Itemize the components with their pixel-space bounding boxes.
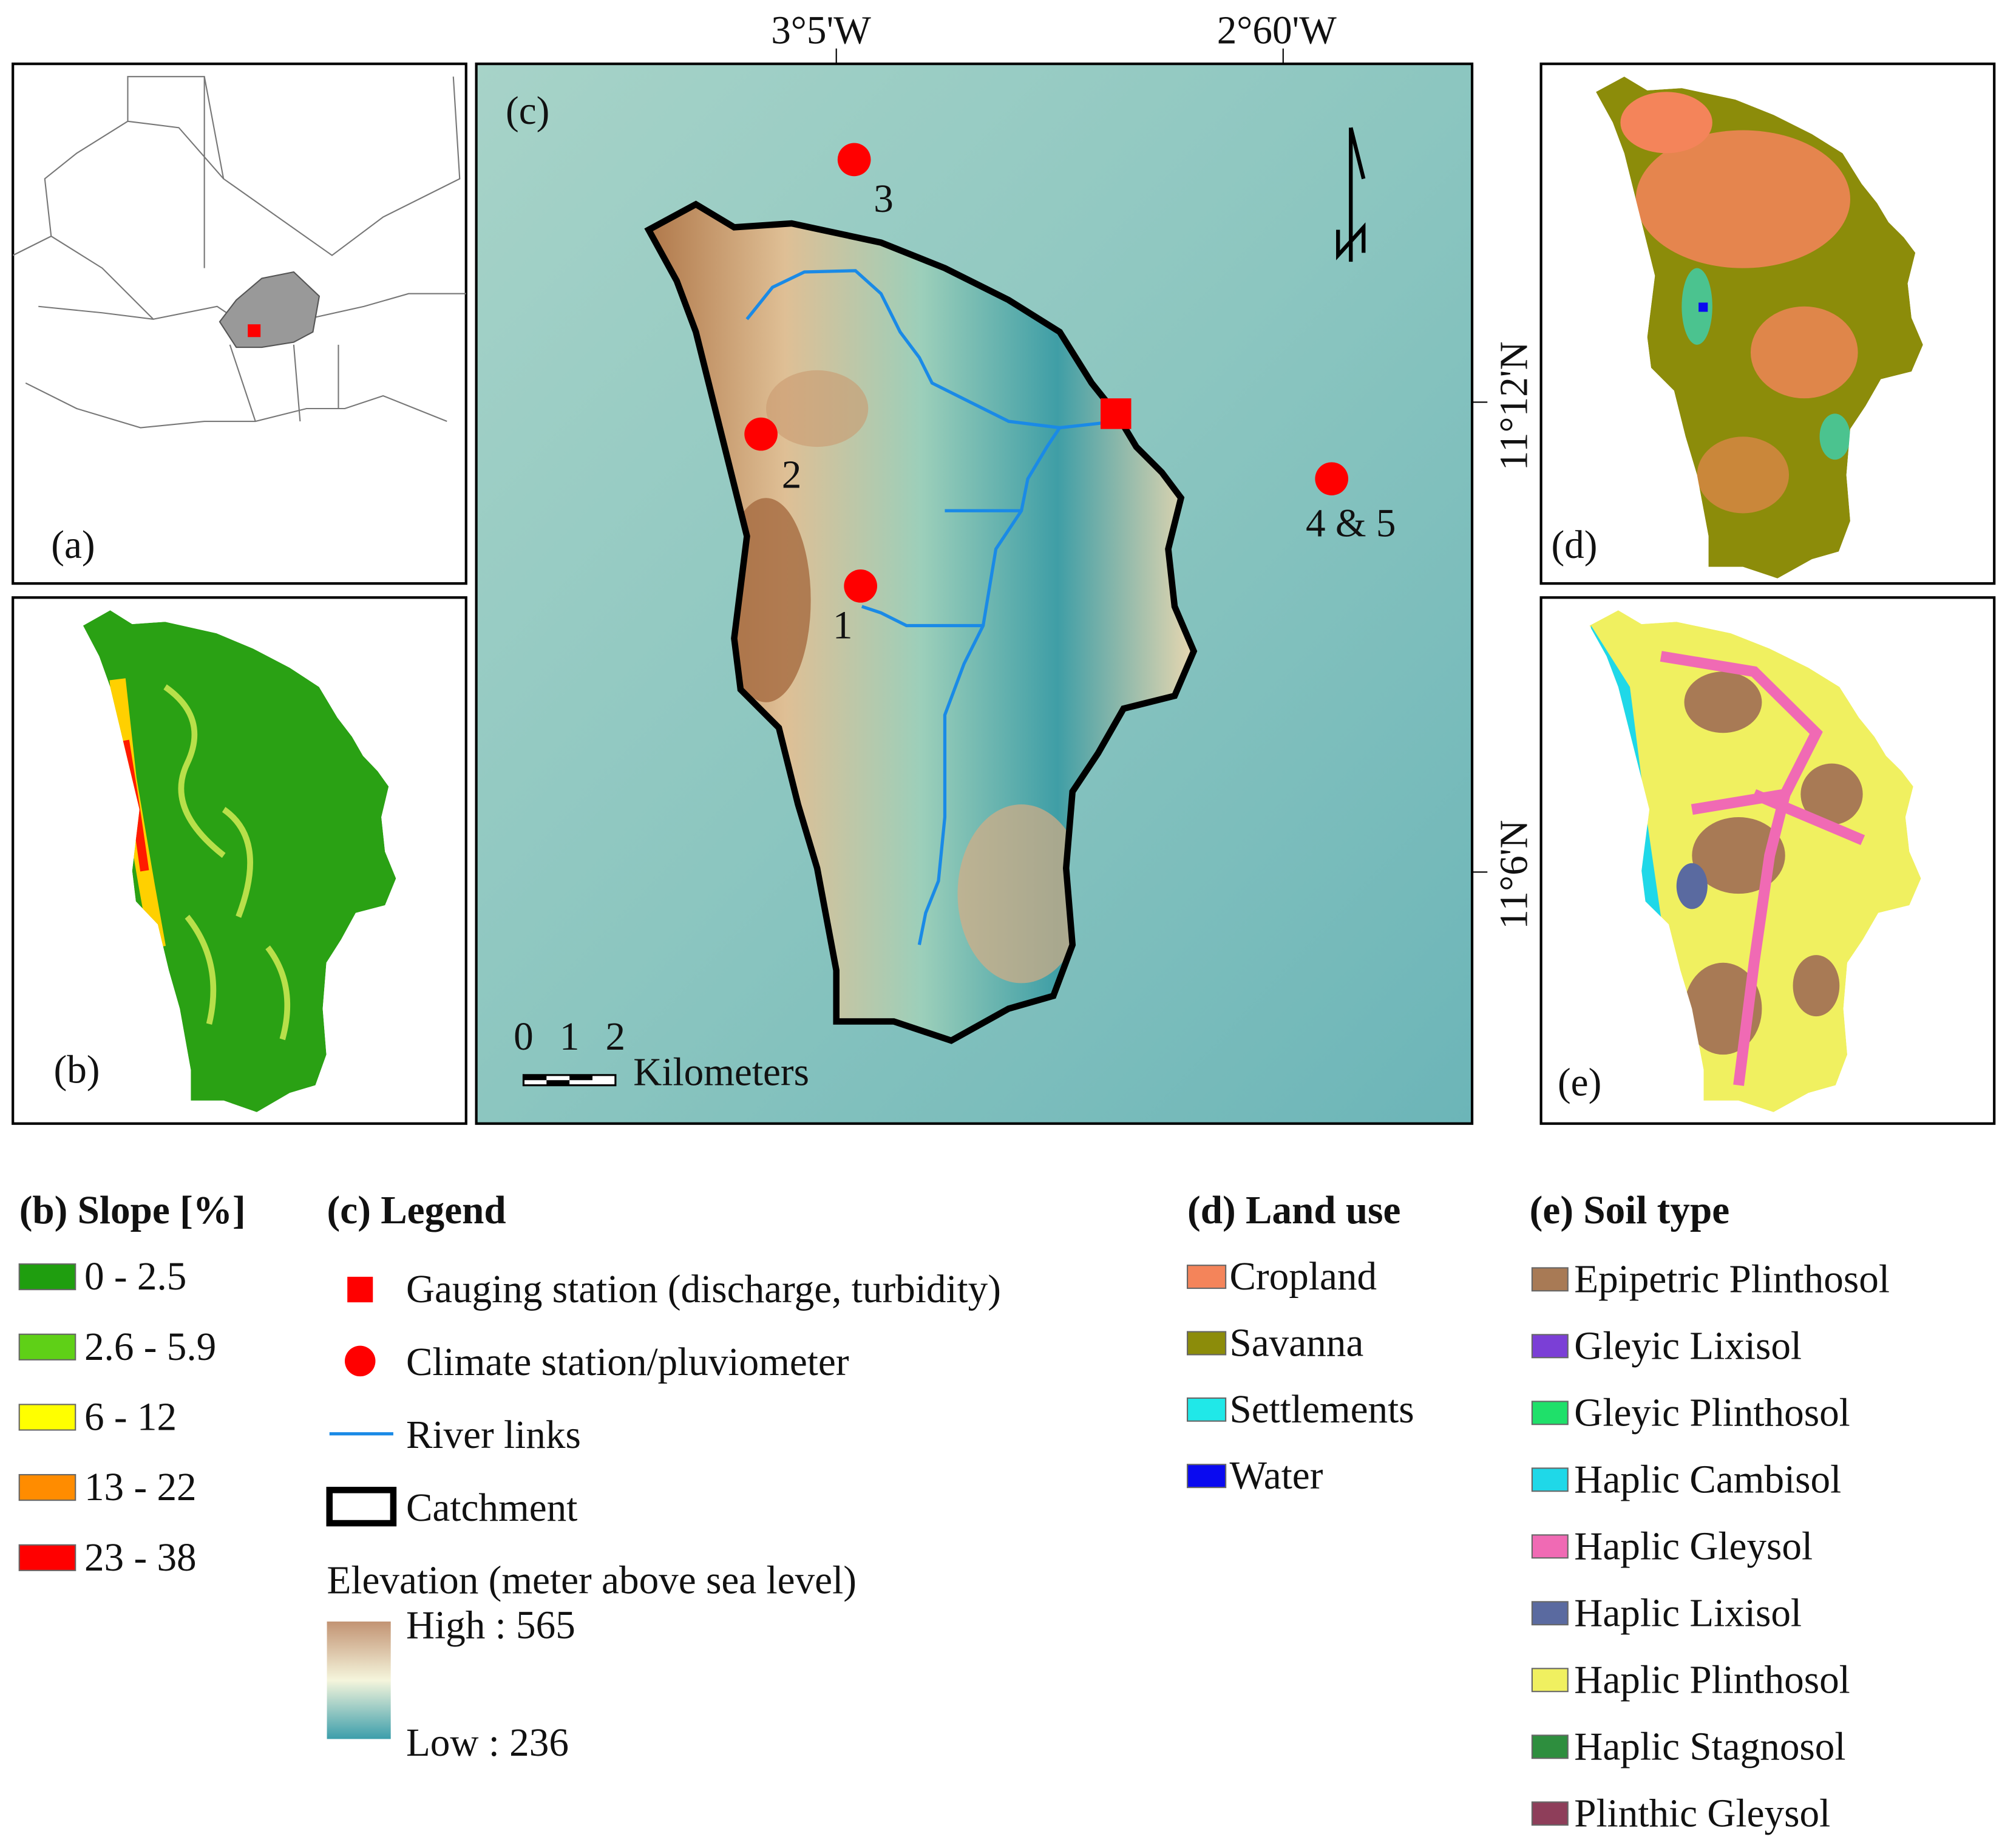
legend-title: (b) Slope [%] — [19, 1189, 246, 1232]
legend-label: Gleyic Lixisol — [1574, 1324, 1802, 1368]
legend-swatch — [1187, 1464, 1227, 1489]
legend-label: Water — [1229, 1454, 1323, 1498]
legend-swatch — [1531, 1467, 1569, 1492]
burkina-faso — [219, 271, 321, 348]
legend-label: Epipetric Plinthosol — [1574, 1257, 1890, 1301]
elevation-map: 1 2 3 4 & 5 0 1 2 Kilometers — [514, 127, 1396, 1095]
legend-label: Plinthic Gleysol — [1574, 1792, 1830, 1835]
legend-label: Climate station/pluviometer — [406, 1340, 849, 1384]
legend-swatch — [18, 1263, 76, 1291]
north-arrow — [1336, 127, 1366, 262]
legend-swatch — [1531, 1734, 1569, 1759]
legend-swatch — [1531, 1668, 1569, 1693]
legend-swatch — [18, 1474, 76, 1501]
legend-swatch — [18, 1544, 76, 1571]
elevation-ramp — [327, 1621, 391, 1739]
legend-label: River links — [406, 1413, 581, 1457]
panel-label: (a) — [51, 523, 95, 567]
legend-title: (d) Land use — [1187, 1189, 1400, 1232]
landuse-map — [1596, 76, 1923, 579]
panel-label: (e) — [1558, 1061, 1601, 1104]
legend-label: Savanna — [1229, 1322, 1363, 1365]
legend-label: Cropland — [1229, 1255, 1377, 1299]
legend-swatch — [1531, 1601, 1569, 1626]
scale-unit: Kilometers — [633, 1051, 809, 1095]
legend-label: Haplic Lixisol — [1574, 1591, 1802, 1635]
study-area — [248, 324, 261, 338]
elevation-high: High : 565 — [406, 1603, 575, 1647]
legend-swatch — [1187, 1397, 1227, 1422]
legend-label: 2.6 - 5.9 — [84, 1325, 216, 1369]
legend-swatch — [1187, 1265, 1227, 1289]
legend-label: Catchment — [406, 1486, 577, 1530]
legend-label: 23 - 38 — [84, 1536, 197, 1580]
scale-tick: 2 — [606, 1015, 626, 1059]
lon-label: 2°60'W — [1217, 9, 1337, 53]
lat-label: 11°6'N — [1492, 820, 1536, 929]
legend-symbol — [347, 1277, 373, 1303]
legend-symbol — [344, 1345, 376, 1377]
station-label: 2 — [782, 453, 802, 497]
legend-label: 0 - 2.5 — [84, 1255, 186, 1299]
legend-label: Haplic Plinthosol — [1574, 1658, 1850, 1702]
legends: 0 - 2.5 2.6 - 5.9 6 - 12 13 - 22 23 - 38 Crop… — [18, 1255, 1890, 1835]
panel-label: (b) — [53, 1048, 100, 1092]
legend-label: Gauging station (discharge, turbidity) — [406, 1268, 1001, 1311]
station-1 — [844, 569, 877, 603]
scale-bar: 0 1 2 Kilometers — [514, 1015, 809, 1095]
legend-label: Haplic Stagnosol — [1574, 1725, 1845, 1768]
legend-label: 13 - 22 — [84, 1466, 197, 1509]
legend-title: (c) Legend — [327, 1189, 506, 1232]
legend-title: (e) Soil type — [1530, 1189, 1730, 1232]
legend-swatch — [18, 1404, 76, 1431]
legend-swatch — [1531, 1267, 1569, 1292]
legend-label: Gleyic Plinthosol — [1574, 1391, 1850, 1435]
elevation-low: Low : 236 — [406, 1721, 569, 1765]
legend-swatch — [1187, 1331, 1227, 1356]
station-label: 1 — [833, 604, 853, 648]
legend-label: Settlements — [1229, 1388, 1414, 1432]
river-links — [745, 269, 1118, 945]
legend-symbol — [326, 1487, 397, 1527]
legend-label: 6 - 12 — [84, 1395, 177, 1439]
legend-swatch — [1531, 1401, 1569, 1425]
station-2 — [744, 417, 778, 451]
legend-label: Haplic Gleysol — [1574, 1524, 1813, 1568]
station-4-5 — [1315, 462, 1349, 496]
panel-label: (c) — [506, 89, 549, 133]
station-label: 3 — [874, 177, 894, 221]
legend-swatch — [1531, 1801, 1569, 1826]
scale-tick: 1 — [560, 1015, 580, 1059]
scale-tick: 0 — [514, 1015, 534, 1059]
legend-swatch — [1531, 1534, 1569, 1559]
lat-label: 11°12'N — [1492, 341, 1536, 470]
legend-swatch — [1531, 1334, 1569, 1359]
legend-label: Haplic Cambisol — [1574, 1458, 1841, 1501]
gauging-station — [1101, 398, 1132, 429]
station-label: 4 & 5 — [1306, 501, 1396, 545]
panel-label: (d) — [1551, 523, 1597, 567]
lon-label: 3°5'W — [771, 9, 871, 53]
station-3 — [837, 143, 871, 177]
legend-swatch — [18, 1333, 76, 1361]
elevation-title: Elevation (meter above sea level) — [327, 1559, 857, 1603]
